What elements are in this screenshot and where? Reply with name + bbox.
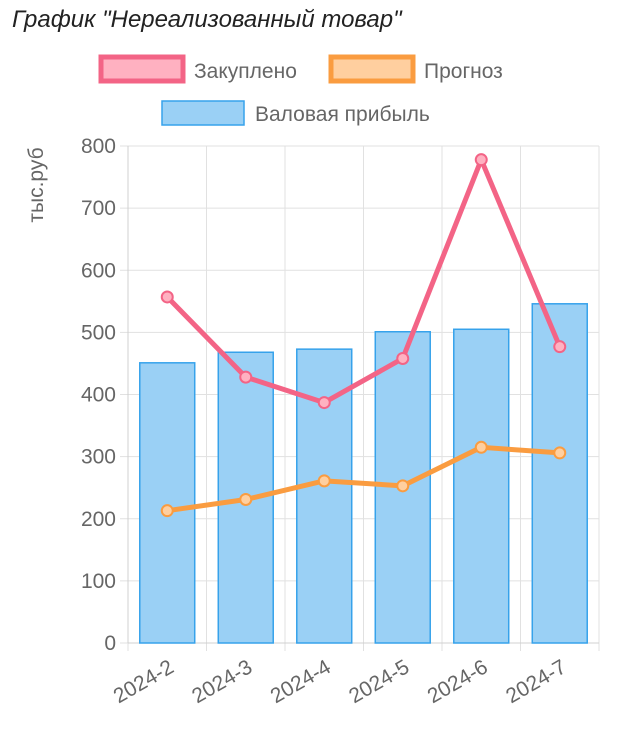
bar (453, 328, 510, 644)
y-tick-label: 100 (81, 570, 116, 593)
y-axis-ticks: 0 100 200 300 400 500 600 700 800 (81, 135, 116, 655)
x-tick-label: 2024-3 (188, 655, 256, 708)
legend-swatch (161, 100, 245, 126)
data-point (160, 504, 174, 518)
axes (127, 146, 599, 644)
data-point (396, 479, 410, 493)
y-tick-label: 0 (104, 632, 116, 655)
y-tick-label: 600 (81, 259, 116, 282)
bar (139, 362, 196, 644)
y-tick-label: 300 (81, 446, 116, 469)
line-series (160, 153, 567, 518)
y-axis-title: тыс.руб (25, 147, 48, 222)
series-line (164, 157, 563, 406)
legend-label: Прогноз (424, 60, 503, 83)
legend-label: Валовая прибыль (255, 103, 430, 126)
data-point (474, 440, 488, 454)
legend-swatch (98, 54, 186, 84)
legend: Закуплено Прогноз Валовая прибыль (98, 54, 503, 126)
y-tick-label: 200 (81, 508, 116, 531)
series-line (164, 444, 563, 514)
x-axis-ticks: 2024-2 2024-3 2024-4 2024-5 2024-6 2024-7 (110, 655, 571, 708)
data-point (317, 474, 331, 488)
x-tick-label: 2024-6 (424, 655, 492, 708)
x-tick-label: 2024-7 (502, 655, 570, 708)
y-tick-label: 700 (81, 197, 116, 220)
x-tick-label: 2024-2 (110, 655, 178, 708)
data-point (553, 340, 567, 354)
data-point (239, 492, 253, 506)
legend-label: Закуплено (194, 60, 297, 83)
data-point (239, 370, 253, 384)
x-tick-label: 2024-4 (267, 655, 335, 708)
y-tick-label: 800 (81, 135, 116, 158)
x-tick-label: 2024-5 (345, 655, 413, 708)
data-point (474, 153, 488, 167)
y-tick-label: 500 (81, 321, 116, 344)
data-point (317, 396, 331, 410)
bar (531, 303, 588, 644)
data-point (396, 351, 410, 365)
chart-title: График "Нереализованный товар" (12, 6, 402, 33)
data-point (553, 446, 567, 460)
data-point (160, 290, 174, 304)
y-tick-label: 400 (81, 384, 116, 407)
legend-swatch (328, 54, 416, 84)
